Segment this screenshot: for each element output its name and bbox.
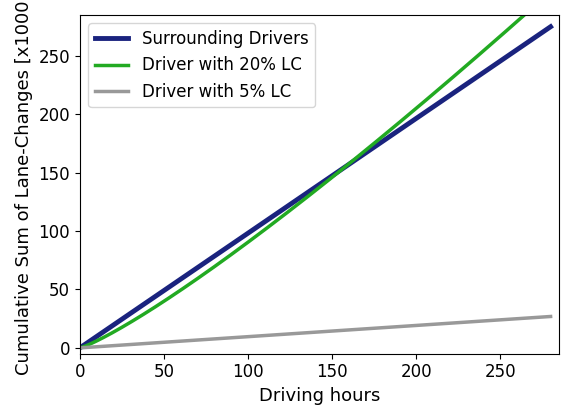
Surrounding Drivers (462, 82, 469, 87)
X-axis label: Driving hours: Driving hours (259, 387, 380, 405)
Driver with 5% LC (331, 328, 338, 333)
Surrounding Drivers (303, 191, 310, 196)
Driver with 5% LC (536, 315, 543, 320)
Driver with 20% LC (356, 152, 363, 158)
Legend: Surrounding Drivers, Driver with 20% LC, Driver with 5% LC: Surrounding Drivers, Driver with 20% LC,… (88, 24, 315, 108)
Driver with 5% LC (300, 331, 307, 336)
Line: Driver with 5% LC: Driver with 5% LC (80, 317, 550, 348)
Driver with 5% LC (303, 330, 310, 335)
Surrounding Drivers (300, 193, 307, 198)
Driver with 20% LC (300, 197, 307, 202)
Driver with 5% LC (462, 320, 469, 325)
Driver with 20% LC (76, 345, 83, 350)
Driver with 5% LC (356, 327, 363, 332)
Y-axis label: Cumulative Sum of Lane-Changes [x1000]: Cumulative Sum of Lane-Changes [x1000] (15, 0, 33, 375)
Surrounding Drivers (331, 172, 338, 177)
Driver with 5% LC (76, 345, 83, 350)
Driver with 20% LC (303, 195, 310, 200)
Driver with 20% LC (331, 173, 338, 178)
Driver with 20% LC (536, 0, 543, 4)
Surrounding Drivers (536, 32, 543, 37)
Surrounding Drivers (547, 24, 554, 29)
Driver with 20% LC (462, 64, 469, 69)
Line: Driver with 20% LC: Driver with 20% LC (80, 0, 550, 348)
Driver with 5% LC (547, 314, 554, 319)
Line: Surrounding Drivers: Surrounding Drivers (80, 27, 550, 348)
Surrounding Drivers (356, 154, 363, 159)
Surrounding Drivers (76, 345, 83, 350)
